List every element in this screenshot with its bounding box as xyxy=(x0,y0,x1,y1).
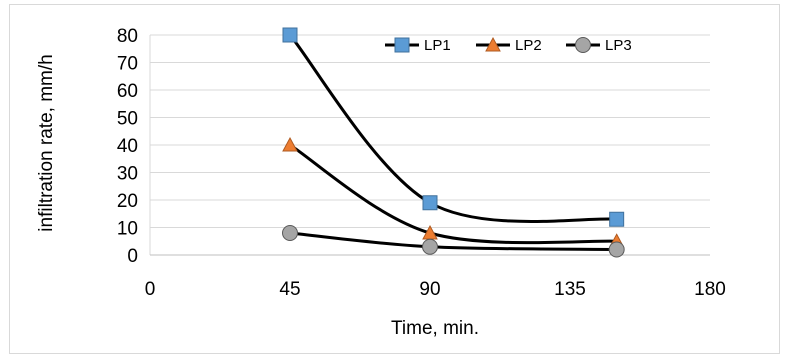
legend-label: LP1 xyxy=(424,37,451,54)
legend-marker-lp3 xyxy=(575,37,591,53)
data-point-lp2 xyxy=(282,136,298,152)
data-points xyxy=(282,27,625,258)
axes: 0 10 20 30 40 50 60 70 80 0 45 90 135 180 xyxy=(117,26,726,300)
data-point-lp1 xyxy=(282,27,298,43)
y-tick-label: 0 xyxy=(127,246,138,267)
data-point-lp3 xyxy=(608,241,625,258)
legend-label: LP3 xyxy=(605,37,632,54)
x-tick-label: 45 xyxy=(279,279,300,300)
y-tick-label: 50 xyxy=(117,109,138,130)
data-point-lp3 xyxy=(422,238,438,255)
y-tick-label: 40 xyxy=(117,136,138,157)
data-point-lp1 xyxy=(609,211,625,227)
x-tick-label: 135 xyxy=(554,279,586,300)
y-tick-label: 70 xyxy=(117,54,138,75)
y-tick-label: 30 xyxy=(117,164,138,185)
y-tick-label: 80 xyxy=(117,26,138,47)
y-tick-label: 60 xyxy=(117,81,138,102)
x-tick-label: 90 xyxy=(419,279,440,300)
y-axis-title: infiltration rate, mm/h xyxy=(36,54,57,231)
legend-marker-lp2 xyxy=(485,36,501,52)
gridlines xyxy=(150,34,710,228)
x-axis-title: Time, min. xyxy=(391,318,479,339)
y-tick-label: 10 xyxy=(117,219,138,240)
data-point-lp1 xyxy=(422,195,438,211)
data-point-lp3 xyxy=(282,225,298,241)
legend: LP1 LP2 LP3 xyxy=(385,36,632,54)
y-tick-label: 20 xyxy=(117,191,138,212)
legend-marker-lp1 xyxy=(394,37,410,53)
series-lines xyxy=(288,34,617,251)
x-tick-label: 0 xyxy=(145,279,156,300)
x-tick-label: 180 xyxy=(694,279,726,300)
legend-label: LP2 xyxy=(515,37,542,54)
